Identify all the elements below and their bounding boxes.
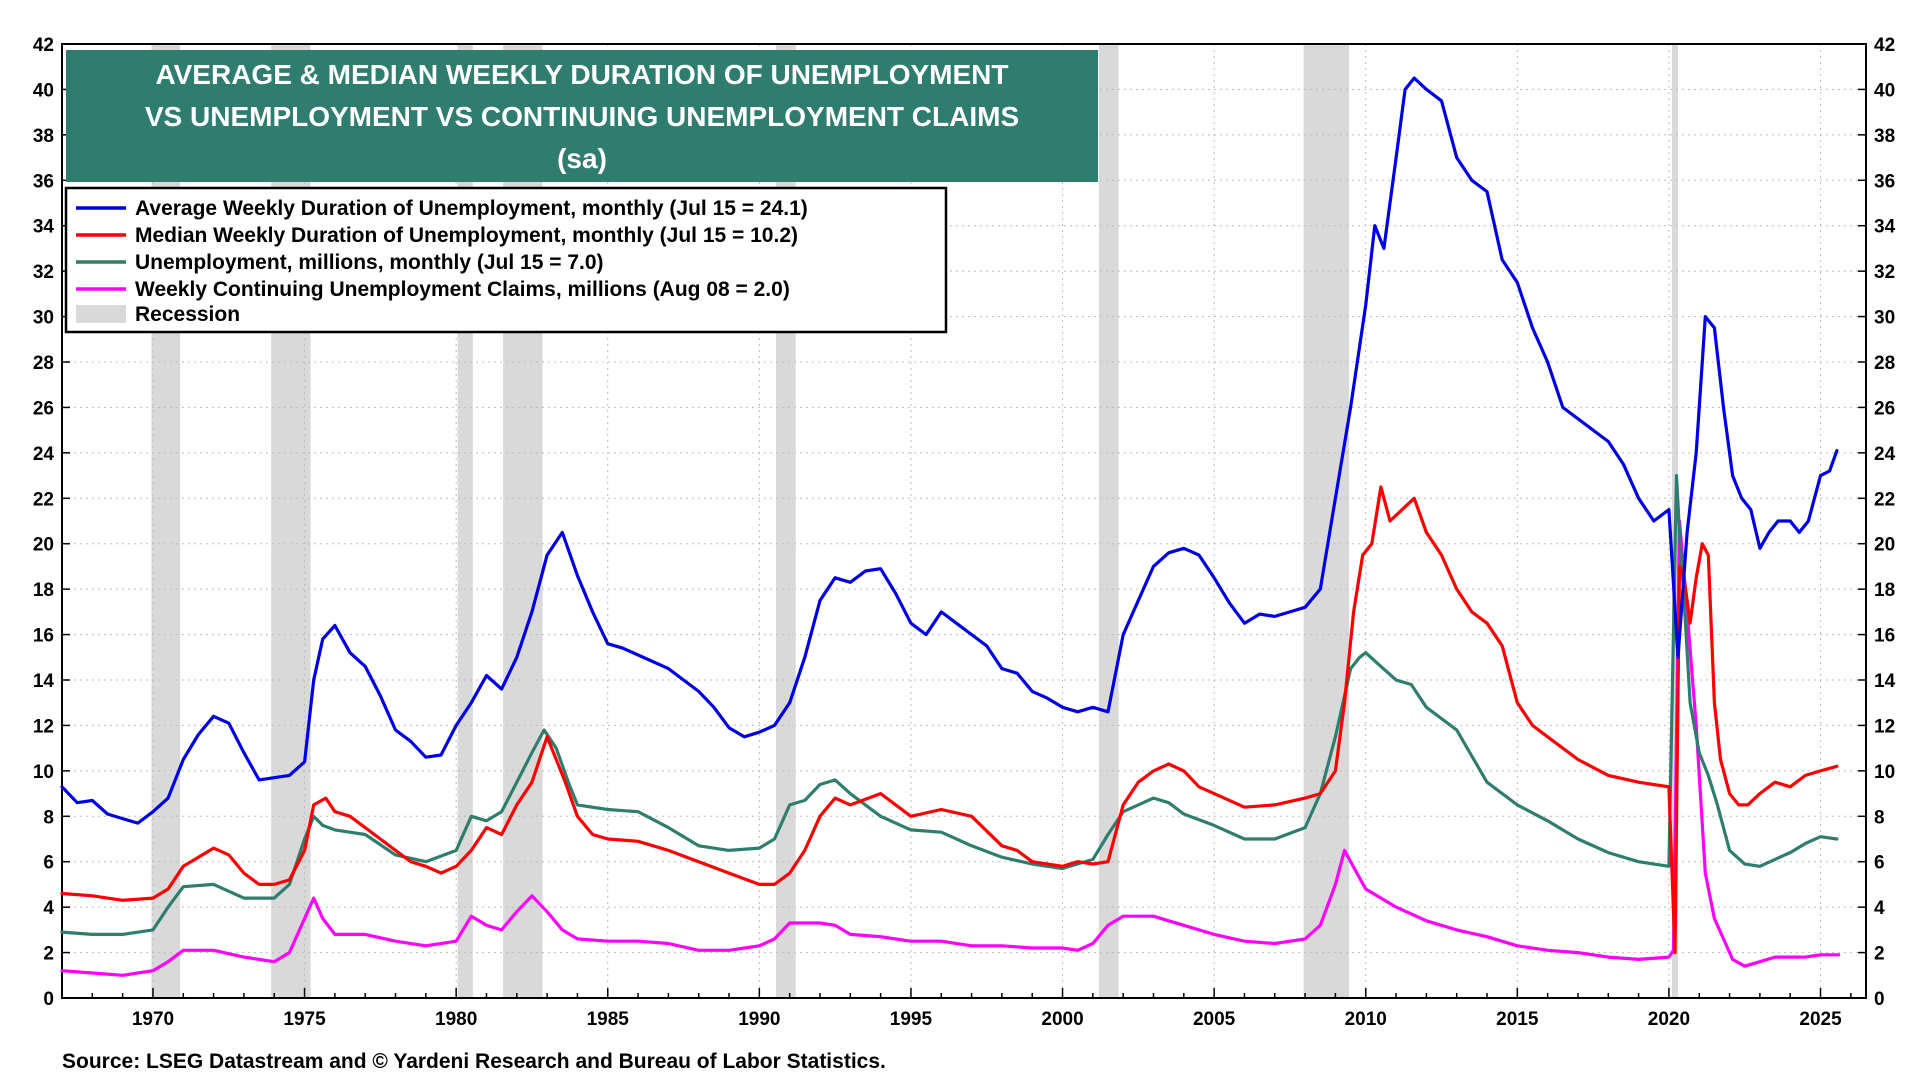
x-tick-label: 2020 — [1648, 1009, 1690, 1030]
y-tick-label-left: 12 — [33, 716, 54, 737]
y-tick-label-left: 22 — [33, 489, 54, 510]
y-tick-label-left: 16 — [33, 626, 54, 647]
x-tick-label: 1975 — [283, 1009, 326, 1030]
y-tick-label-left: 8 — [43, 807, 54, 828]
x-tick-label: 2005 — [1193, 1009, 1236, 1030]
y-tick-label-right: 24 — [1874, 444, 1896, 465]
y-tick-label-left: 26 — [33, 398, 54, 419]
y-tick-label-right: 8 — [1874, 807, 1885, 828]
y-tick-label-left: 32 — [33, 262, 54, 283]
series-line-avg — [60, 76, 1839, 825]
y-tick-label-right: 32 — [1874, 262, 1895, 283]
legend-label-avg: Average Weekly Duration of Unemployment,… — [135, 197, 808, 220]
y-tick-label-right: 16 — [1874, 626, 1895, 647]
y-tick-label-left: 18 — [33, 580, 54, 601]
x-tick-label: 1995 — [890, 1009, 933, 1030]
recession-band-5 — [1098, 44, 1119, 998]
x-tick-label: 1970 — [132, 1009, 174, 1030]
y-tick-label-right: 2 — [1874, 944, 1885, 965]
y-tick-label-left: 40 — [33, 80, 54, 101]
y-tick-label-left: 34 — [33, 217, 55, 238]
y-tick-label-right: 14 — [1874, 671, 1896, 692]
y-tick-label-right: 40 — [1874, 80, 1895, 101]
y-tick-label-right: 12 — [1874, 716, 1895, 737]
title-box: AVERAGE & MEDIAN WEEKLY DURATION OF UNEM… — [66, 50, 1098, 182]
x-tick-label: 1985 — [587, 1009, 630, 1030]
chart-title-line-2: VS UNEMPLOYMENT VS CONTINUING UNEMPLOYME… — [145, 101, 1019, 132]
x-tick-label: 2025 — [1799, 1009, 1842, 1030]
y-tick-label-right: 18 — [1874, 580, 1895, 601]
legend-swatch-recession — [76, 305, 126, 323]
y-tick-label-left: 14 — [33, 671, 55, 692]
y-tick-label-left: 0 — [43, 989, 54, 1010]
y-tick-label-right: 10 — [1874, 762, 1895, 783]
legend-label-unemployment: Unemployment, millions, monthly (Jul 15 … — [135, 251, 604, 274]
chart-title-line-3: (sa) — [557, 143, 607, 174]
y-tick-label-right: 34 — [1874, 217, 1896, 238]
legend-label-recession: Recession — [135, 303, 240, 326]
title-background — [66, 50, 1098, 182]
series-line-unemployment — [60, 474, 1839, 936]
x-tick-label: 1980 — [435, 1009, 477, 1030]
y-tick-label-left: 10 — [33, 762, 54, 783]
legend-label-median: Median Weekly Duration of Unemployment, … — [135, 224, 798, 247]
y-tick-label-right: 22 — [1874, 489, 1895, 510]
series-line-median — [60, 485, 1839, 955]
x-tick-label: 2010 — [1345, 1009, 1387, 1030]
y-tick-label-right: 26 — [1874, 398, 1895, 419]
y-tick-label-left: 4 — [43, 898, 54, 919]
plot-frame — [61, 43, 1867, 999]
y-tick-label-right: 36 — [1874, 171, 1895, 192]
y-tick-label-right: 38 — [1874, 126, 1895, 147]
x-tick-label: 2000 — [1041, 1009, 1083, 1030]
y-tick-label-left: 30 — [33, 308, 54, 329]
y-tick-label-left: 42 — [33, 35, 54, 56]
legend: Average Weekly Duration of Unemployment,… — [64, 186, 948, 334]
series-lines — [60, 76, 1841, 977]
x-tick-label: 1990 — [738, 1009, 780, 1030]
y-tick-label-right: 4 — [1874, 898, 1885, 919]
y-tick-label-right: 6 — [1874, 853, 1885, 874]
y-tick-label-left: 2 — [43, 944, 54, 965]
legend-box — [64, 186, 948, 334]
source-note: Source: LSEG Datastream and © Yardeni Re… — [62, 1050, 886, 1073]
y-tick-label-left: 24 — [33, 444, 55, 465]
y-tick-label-right: 20 — [1874, 535, 1895, 556]
y-tick-label-right: 30 — [1874, 308, 1895, 329]
chart-title-line-1: AVERAGE & MEDIAN WEEKLY DURATION OF UNEM… — [155, 59, 1008, 90]
y-tick-label-left: 20 — [33, 535, 54, 556]
legend-label-claims: Weekly Continuing Unemployment Claims, m… — [135, 278, 790, 301]
y-tick-label-right: 0 — [1874, 989, 1885, 1010]
y-tick-label-left: 28 — [33, 353, 54, 374]
x-tick-label: 2015 — [1496, 1009, 1539, 1030]
series-line-claims — [60, 519, 1841, 977]
y-tick-label-right: 42 — [1874, 35, 1895, 56]
y-tick-label-left: 6 — [43, 853, 54, 874]
y-tick-label-left: 38 — [33, 126, 54, 147]
recession-band-6 — [1303, 44, 1350, 998]
y-tick-label-left: 36 — [33, 171, 54, 192]
y-tick-label-right: 28 — [1874, 353, 1895, 374]
